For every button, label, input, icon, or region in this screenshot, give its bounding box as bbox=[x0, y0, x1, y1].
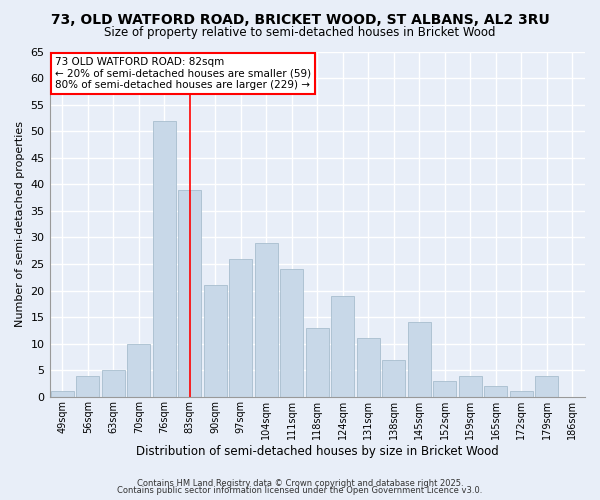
Bar bbox=[280, 270, 303, 397]
Bar bbox=[357, 338, 380, 397]
Bar bbox=[433, 381, 456, 397]
Bar bbox=[484, 386, 507, 397]
Bar bbox=[204, 285, 227, 397]
Bar bbox=[178, 190, 201, 397]
Text: Contains public sector information licensed under the Open Government Licence v3: Contains public sector information licen… bbox=[118, 486, 482, 495]
Text: 73, OLD WATFORD ROAD, BRICKET WOOD, ST ALBANS, AL2 3RU: 73, OLD WATFORD ROAD, BRICKET WOOD, ST A… bbox=[50, 12, 550, 26]
Bar bbox=[408, 322, 431, 397]
Text: 73 OLD WATFORD ROAD: 82sqm
← 20% of semi-detached houses are smaller (59)
80% of: 73 OLD WATFORD ROAD: 82sqm ← 20% of semi… bbox=[55, 56, 311, 90]
Bar bbox=[51, 392, 74, 397]
Bar bbox=[382, 360, 405, 397]
Text: Size of property relative to semi-detached houses in Bricket Wood: Size of property relative to semi-detach… bbox=[104, 26, 496, 39]
Bar bbox=[306, 328, 329, 397]
Bar bbox=[153, 120, 176, 397]
Bar bbox=[535, 376, 558, 397]
Bar bbox=[510, 392, 533, 397]
Bar bbox=[127, 344, 150, 397]
Bar bbox=[331, 296, 354, 397]
Bar bbox=[76, 376, 99, 397]
Y-axis label: Number of semi-detached properties: Number of semi-detached properties bbox=[15, 121, 25, 327]
X-axis label: Distribution of semi-detached houses by size in Bricket Wood: Distribution of semi-detached houses by … bbox=[136, 444, 499, 458]
Bar bbox=[102, 370, 125, 397]
Bar bbox=[255, 242, 278, 397]
Bar bbox=[459, 376, 482, 397]
Bar bbox=[229, 258, 252, 397]
Text: Contains HM Land Registry data © Crown copyright and database right 2025.: Contains HM Land Registry data © Crown c… bbox=[137, 478, 463, 488]
